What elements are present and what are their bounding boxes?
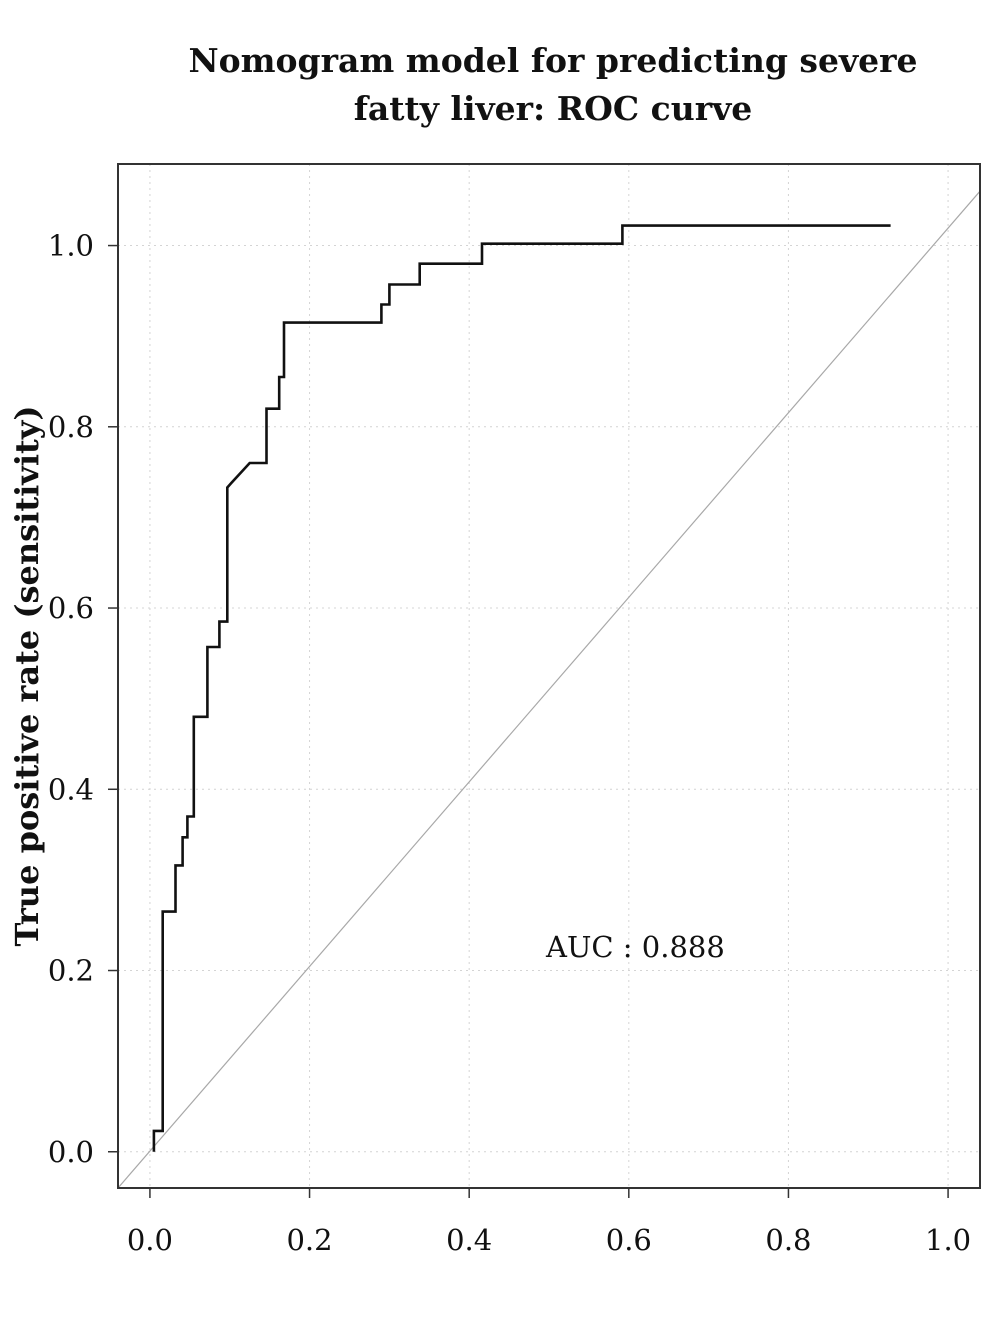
- roc-curve-line: [152, 224, 891, 1152]
- diagonal-layer: [117, 190, 981, 1189]
- x-tick-label-4: 0.8: [765, 1223, 811, 1257]
- grid-layer: [118, 164, 980, 1188]
- y-tick-label-1: 0.2: [48, 954, 94, 988]
- curve-layer: [152, 224, 891, 1152]
- reference-diagonal-line: [117, 190, 981, 1189]
- y-tick-label-0: 0.0: [48, 1135, 94, 1169]
- x-tick-label-2: 0.4: [446, 1223, 492, 1257]
- y-tick-label-2: 0.4: [48, 772, 94, 806]
- chart-title-line-1: Nomogram model for predicting severe: [188, 41, 918, 80]
- y-tick-label-5: 1.0: [48, 229, 94, 263]
- y-axis-label: True positive rate (sensitivity): [8, 405, 46, 946]
- auc-annotation: AUC : 0.888: [545, 930, 725, 964]
- plot-frame: [117, 163, 981, 1189]
- x-tick-label-0: 0.0: [127, 1223, 173, 1257]
- x-tick-label-1: 0.2: [286, 1223, 332, 1257]
- tick-layer: 0.0 0.2 0.4 0.6 0.8 1.0 0.0 0.2 0.4 0.6 0.8 1.0: [48, 229, 971, 1257]
- y-tick-label-4: 0.8: [48, 410, 94, 444]
- chart-title-line-2: fatty liver: ROC curve: [353, 89, 753, 128]
- x-tick-label-3: 0.6: [606, 1223, 652, 1257]
- x-tick-label-5: 1.0: [925, 1223, 971, 1257]
- y-tick-label-3: 0.6: [48, 591, 94, 625]
